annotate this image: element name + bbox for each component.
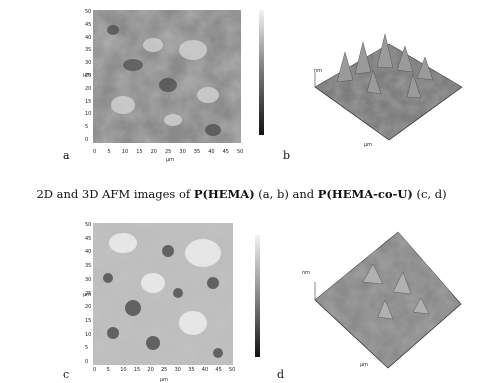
y-axis-unit-c: µm — [83, 292, 92, 298]
caption-mid: (a, b) and — [254, 187, 318, 201]
y-axis-ticks-a: 50 45 40 35 30 25 20 15 10 5 0 — [85, 10, 93, 143]
x-tick-label: 25 — [161, 367, 168, 373]
panel-label-d: d — [277, 368, 285, 381]
x-tick-label: 20 — [147, 367, 154, 373]
x-axis-unit-d: µm — [360, 362, 369, 368]
y-tick-label: 5 — [85, 124, 89, 131]
x-tick-label: 10 — [121, 149, 129, 155]
y-tick-label: 35 — [85, 263, 92, 270]
x-tick-label: 5 — [107, 149, 111, 155]
x-tick-label: 0 — [93, 149, 97, 155]
x-tick-label: 40 — [201, 367, 209, 373]
x-tick-label: 25 — [165, 149, 172, 155]
caption-polymer1: P(HEMA) — [193, 187, 255, 201]
y-tick-label: 5 — [85, 345, 89, 352]
z-axis-unit-d: nm — [302, 270, 311, 276]
y-tick-label: 30 — [85, 276, 92, 283]
y-tick-label: 50 — [85, 9, 92, 15]
y-tick-label: 40 — [85, 34, 92, 41]
caption-prefix: 2D and 3D AFM images of — [36, 187, 194, 201]
figure-caption: 2D and 3D AFM images of P(HEMA) (a, b) a… — [0, 187, 483, 201]
afm-3d-image-d — [293, 222, 473, 370]
x-axis-ticks-c: 0 5 10 15 20 25 30 35 40 45 50 — [93, 367, 236, 374]
afm-2d-image-a — [93, 10, 241, 143]
x-tick-label: 40 — [208, 149, 215, 155]
y-axis-ticks-c: 50 45 40 35 30 25 20 15 10 5 0 — [85, 223, 93, 365]
colorbar-a — [259, 10, 264, 135]
y-axis-unit-a: µm — [83, 72, 92, 78]
x-axis-unit-a: µm — [166, 157, 175, 163]
y-tick-label: 25 — [85, 73, 92, 79]
x-tick-label: 50 — [229, 367, 236, 373]
y-tick-label: 15 — [85, 317, 92, 324]
x-tick-label: 50 — [237, 149, 244, 155]
x-tick-label: 30 — [174, 367, 181, 373]
y-tick-label: 50 — [85, 222, 92, 228]
y-tick-label: 20 — [85, 85, 92, 92]
x-tick-label: 0 — [93, 367, 97, 373]
y-tick-label: 0 — [85, 359, 89, 365]
y-tick-label: 20 — [85, 304, 92, 311]
x-tick-label: 10 — [120, 367, 127, 373]
y-tick-label: 30 — [85, 60, 92, 67]
caption-polymer2: P(HEMA-co-U) — [317, 187, 413, 201]
y-tick-label: 0 — [85, 137, 89, 143]
panel-label-a: a — [63, 149, 70, 162]
x-tick-label: 45 — [222, 149, 229, 155]
y-tick-label: 25 — [85, 290, 92, 297]
colorbar-c — [255, 235, 260, 357]
afm-3d-image-b — [297, 12, 477, 158]
y-tick-label: 40 — [85, 249, 92, 256]
panel-label-b: b — [283, 149, 291, 162]
caption-suffix: (c, d) — [412, 187, 447, 201]
y-tick-label: 15 — [85, 98, 92, 105]
y-tick-label: 10 — [85, 111, 92, 118]
x-axis-ticks-a: 0 5 10 15 20 25 30 35 40 45 50 — [93, 149, 244, 156]
panel-label-c: c — [63, 368, 70, 381]
x-tick-label: 45 — [215, 367, 222, 373]
x-tick-label: 15 — [133, 367, 141, 373]
x-axis-unit-b: µm — [364, 142, 373, 148]
y-tick-label: 10 — [85, 331, 92, 338]
x-tick-label: 30 — [179, 149, 186, 155]
afm-2d-image-c — [93, 223, 233, 365]
z-axis-unit-b: nm — [314, 68, 323, 74]
x-axis-unit-c: µm — [160, 377, 169, 383]
x-tick-label: 35 — [193, 149, 201, 155]
y-tick-label: 45 — [85, 21, 92, 28]
y-tick-label: 45 — [85, 235, 92, 242]
x-tick-label: 15 — [136, 149, 143, 155]
x-tick-label: 5 — [106, 367, 110, 373]
x-tick-label: 20 — [150, 149, 157, 155]
y-tick-label: 35 — [85, 47, 92, 54]
x-tick-label: 35 — [188, 367, 195, 373]
